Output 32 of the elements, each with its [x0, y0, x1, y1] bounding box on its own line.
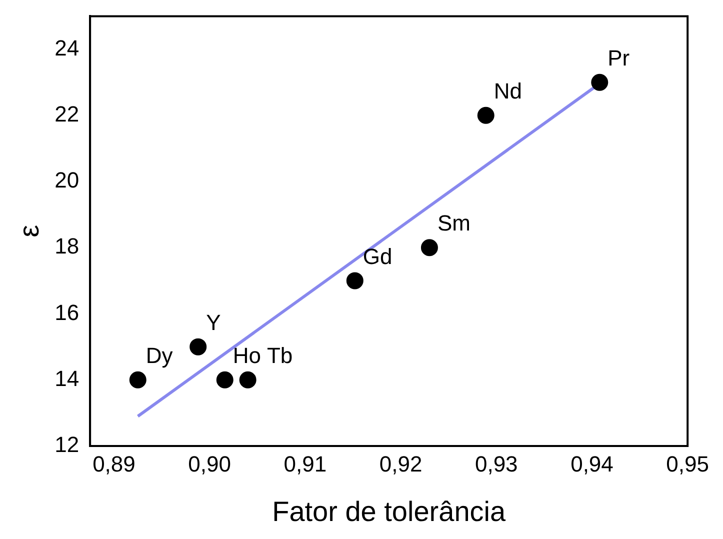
annotation: Sm [437, 210, 470, 236]
annotation: Ho [232, 342, 261, 368]
y-axis-title: ε [14, 224, 45, 238]
point [346, 272, 364, 290]
y-tick-label: 20 [54, 168, 80, 193]
annotation: Nd [494, 78, 522, 104]
y-tick-label: 14 [54, 366, 80, 391]
x-axis-title: Fator de tolerância [272, 496, 506, 527]
x-tick-label: 0,89 [92, 451, 136, 476]
x-tick-label: 0,92 [379, 451, 422, 476]
y-tick-label: 12 [54, 432, 80, 458]
annotation: Gd [362, 244, 392, 269]
annotation: Dy [146, 342, 173, 368]
point [190, 338, 207, 356]
x-tick-label: 0,94 [570, 451, 614, 476]
point [420, 239, 438, 256]
point [129, 371, 146, 388]
y-tick-label: 24 [54, 35, 80, 60]
point [477, 106, 494, 124]
point [591, 74, 608, 91]
x-tick-label: 0,90 [188, 451, 231, 476]
y-tick-label: 22 [54, 101, 80, 126]
x-tick-label: 0,95 [666, 451, 710, 476]
annotation: Pr [608, 45, 630, 70]
x-tick-label: 0,93 [474, 451, 518, 476]
annotation: Tb [266, 342, 293, 368]
y-tick-label: 16 [54, 300, 80, 325]
point [216, 371, 234, 388]
point [239, 371, 256, 388]
y-tick-label: 18 [54, 234, 80, 259]
annotation: Y [206, 310, 222, 335]
x-tick-label: 0,91 [284, 451, 327, 476]
